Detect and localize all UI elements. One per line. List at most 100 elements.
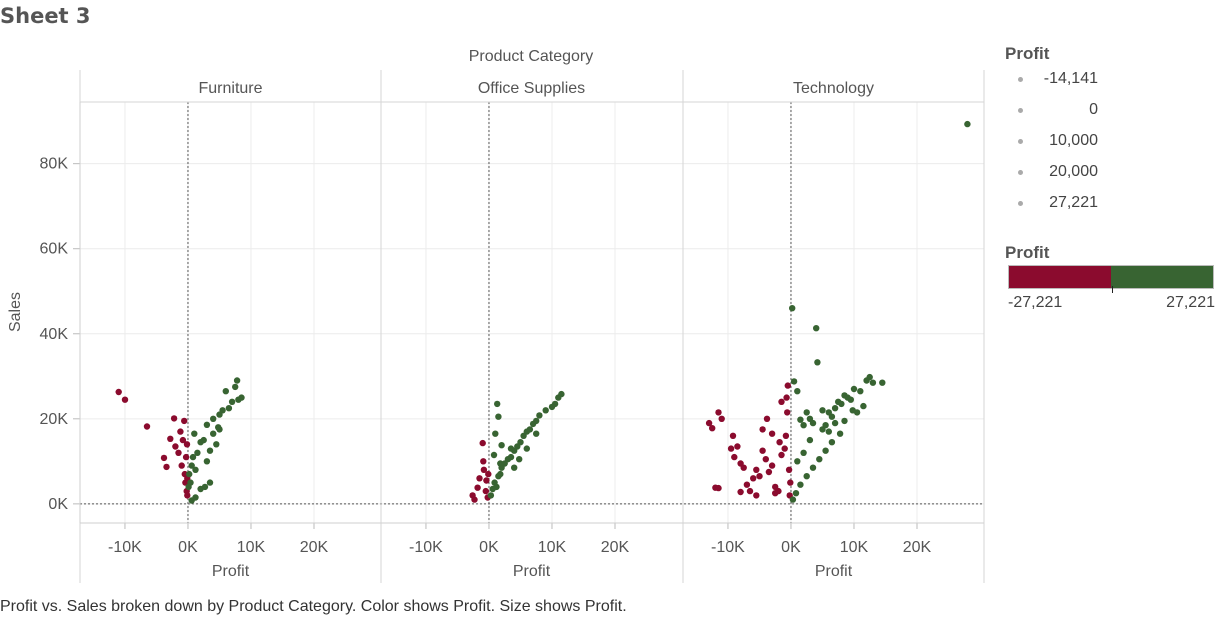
data-point-positive [186, 470, 193, 478]
data-point-positive [803, 473, 810, 480]
size-legend-label: 20,000 [1049, 163, 1098, 180]
y-tick-label: 60K [40, 241, 69, 258]
size-legend-item: 20,000 [1010, 163, 1098, 183]
data-point-positive [189, 453, 197, 461]
data-point-negative [785, 466, 793, 473]
data-point-positive [191, 430, 198, 437]
data-point-positive [495, 413, 502, 420]
x-tick-label: 0K [178, 539, 198, 556]
data-point-positive [857, 388, 864, 395]
data-point-negative [762, 456, 769, 463]
data-point-positive [188, 497, 195, 504]
data-point-positive [809, 464, 817, 471]
y-tick-label: 20K [40, 411, 69, 428]
data-point-negative [479, 439, 486, 447]
data-point-positive [836, 430, 844, 437]
data-point-positive [792, 490, 800, 497]
data-point-positive [822, 447, 829, 454]
data-point-positive [225, 405, 233, 412]
size-legend-label: -14,141 [1043, 70, 1098, 87]
data-point-negative [768, 430, 776, 437]
data-point-negative [705, 419, 713, 427]
data-point-positive [192, 466, 199, 473]
data-point-negative [483, 477, 490, 484]
data-point-negative [715, 409, 722, 416]
size-legend-title: Profit [1005, 44, 1050, 63]
size-legend-label: 27,221 [1049, 194, 1098, 211]
data-point-positive [797, 481, 804, 488]
x-tick-label: -10K [711, 539, 745, 556]
size-legend-item: -14,141 [1010, 70, 1098, 90]
data-point-positive [216, 411, 223, 418]
data-point-negative [718, 415, 725, 422]
data-point-negative [715, 484, 722, 492]
data-point-negative [184, 492, 191, 499]
scatter-chart[interactable]: Product Category Sales 0K 20K 40K 60K 80K -10… [0, 0, 1000, 590]
data-point-negative [746, 487, 754, 495]
data-point-positive [816, 456, 823, 463]
data-point-negative [731, 453, 738, 461]
data-point-negative [121, 396, 129, 403]
color-legend-bar[interactable] [1008, 265, 1214, 289]
data-point-positive [536, 412, 543, 419]
data-point-negative [763, 415, 771, 422]
data-point-negative [783, 394, 790, 401]
size-legend-dot [1018, 108, 1023, 113]
data-point-positive [194, 449, 201, 456]
data-point-positive [964, 120, 971, 128]
color-legend-title: Profit [1005, 243, 1050, 262]
size-legend-label: 0 [1089, 101, 1098, 118]
data-point-positive [197, 485, 204, 493]
x-tick-label: 20K [601, 539, 630, 556]
data-point-positive [809, 419, 817, 427]
x-tick-label: 10K [237, 539, 266, 556]
panel-header: Technology [793, 80, 874, 97]
sheet-title: Sheet 3 [0, 4, 91, 28]
x-tick-label: 0K [781, 539, 801, 556]
color-legend-min-label: -27,221 [1008, 294, 1063, 311]
data-point-negative [727, 445, 735, 452]
x-tick-label: 0K [479, 539, 499, 556]
data-point-positive [789, 305, 796, 312]
data-point-negative [753, 466, 760, 473]
x-tick-label: 10K [538, 539, 567, 556]
data-point-positive [206, 447, 214, 454]
y-axis-label: Sales [7, 292, 24, 332]
data-point-negative [181, 417, 188, 425]
size-legend-dot [1018, 139, 1023, 144]
data-point-positive [507, 453, 515, 461]
data-point-positive [831, 405, 839, 412]
data-point-positive [187, 479, 194, 486]
size-legend-item: 27,221 [1010, 194, 1098, 214]
data-point-positive [789, 496, 797, 503]
x-tick-label: -10K [409, 539, 443, 556]
color-legend-negative [1009, 266, 1111, 288]
x-tick-label: 20K [300, 539, 329, 556]
x-axis-label: Profit [815, 563, 853, 580]
y-tick-label: 80K [40, 156, 69, 173]
data-point-positive [542, 407, 549, 414]
data-point-positive [228, 398, 236, 405]
x-axis-label: Profit [212, 563, 250, 580]
data-point-negative [737, 488, 744, 496]
data-point-negative [784, 382, 791, 389]
data-point-positive [235, 396, 242, 403]
data-point-positive [206, 479, 214, 486]
data-point-negative [471, 496, 478, 503]
y-tick-label: 0K [48, 496, 68, 513]
data-point-positive [498, 442, 505, 449]
grid-layer [73, 70, 985, 583]
data-point-negative [474, 484, 481, 491]
data-point-positive [210, 430, 217, 437]
data-point-positive [794, 388, 801, 395]
data-point-positive [210, 415, 217, 422]
data-point-positive [825, 409, 832, 416]
color-legend-midpoint-tick [1112, 286, 1113, 293]
size-legend-dot [1018, 170, 1023, 175]
data-point-positive [831, 419, 839, 427]
data-point-negative [482, 487, 489, 495]
data-point-negative [784, 409, 791, 416]
data-point-positive [490, 451, 498, 459]
data-point-positive [533, 430, 540, 437]
data-point-positive [213, 441, 220, 448]
